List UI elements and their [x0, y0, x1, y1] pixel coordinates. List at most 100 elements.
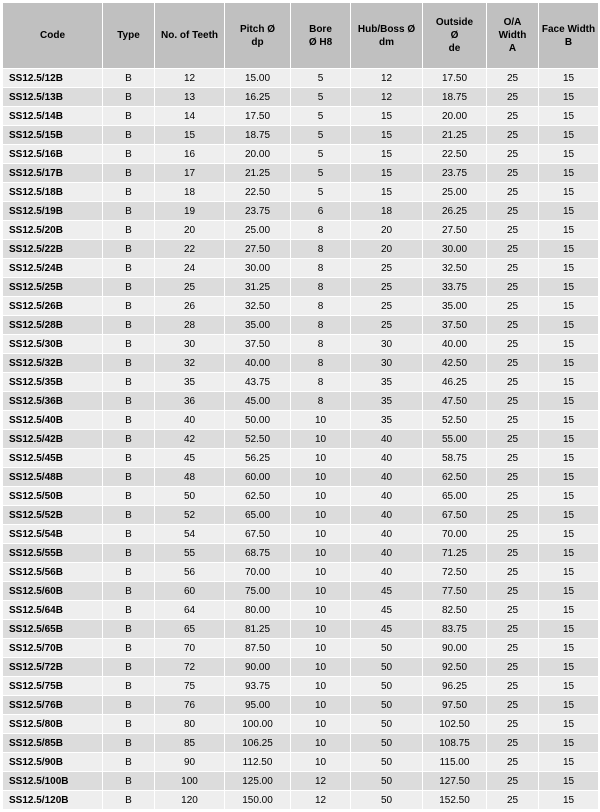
- cell: 17.50: [423, 69, 487, 88]
- cell: 25.00: [423, 183, 487, 202]
- cell: 8: [291, 240, 351, 259]
- cell: 18.75: [225, 126, 291, 145]
- cell: 15: [539, 259, 599, 278]
- cell: 60.00: [225, 468, 291, 487]
- cell: 15: [539, 354, 599, 373]
- cell: 25: [351, 316, 423, 335]
- cell: 90: [155, 753, 225, 772]
- cell: 15: [539, 373, 599, 392]
- cell: 13: [155, 88, 225, 107]
- cell: 25: [487, 639, 539, 658]
- cell: B: [103, 753, 155, 772]
- cell: 93.75: [225, 677, 291, 696]
- table-row: SS12.5/12BB1215.0051217.502515: [3, 69, 599, 88]
- cell: 10: [291, 506, 351, 525]
- cell: 8: [291, 278, 351, 297]
- table-row: SS12.5/120BB120150.001250152.502515: [3, 791, 599, 810]
- cell: 10: [291, 658, 351, 677]
- cell: 30.00: [423, 240, 487, 259]
- table-row: SS12.5/26BB2632.5082535.002515: [3, 297, 599, 316]
- cell: 50: [351, 791, 423, 810]
- cell: B: [103, 164, 155, 183]
- cell: SS12.5/65B: [3, 620, 103, 639]
- cell: 15.00: [225, 69, 291, 88]
- cell: 15: [539, 639, 599, 658]
- cell: 19: [155, 202, 225, 221]
- cell: 25: [487, 107, 539, 126]
- cell: 37.50: [225, 335, 291, 354]
- cell: 80.00: [225, 601, 291, 620]
- cell: 25: [487, 772, 539, 791]
- table-body: SS12.5/12BB1215.0051217.502515SS12.5/13B…: [3, 69, 599, 810]
- cell: 60: [155, 582, 225, 601]
- table-row: SS12.5/48BB4860.00104062.502515: [3, 468, 599, 487]
- cell: 90.00: [423, 639, 487, 658]
- cell: 27.50: [423, 221, 487, 240]
- cell: 25: [487, 582, 539, 601]
- cell: 15: [539, 88, 599, 107]
- cell: 15: [539, 734, 599, 753]
- cell: SS12.5/50B: [3, 487, 103, 506]
- cell: 25: [487, 221, 539, 240]
- table-row: SS12.5/55BB5568.75104071.252515: [3, 544, 599, 563]
- cell: 15: [539, 601, 599, 620]
- cell: 25: [351, 278, 423, 297]
- cell: 100: [155, 772, 225, 791]
- cell: 25: [487, 658, 539, 677]
- cell: 82.50: [423, 601, 487, 620]
- cell: B: [103, 468, 155, 487]
- table-row: SS12.5/80BB80100.001050102.502515: [3, 715, 599, 734]
- col-outside: OutsideØde: [423, 3, 487, 69]
- cell: 5: [291, 183, 351, 202]
- cell: 25: [487, 506, 539, 525]
- cell: 65.00: [423, 487, 487, 506]
- cell: SS12.5/64B: [3, 601, 103, 620]
- table-row: SS12.5/65BB6581.25104583.752515: [3, 620, 599, 639]
- cell: 15: [539, 696, 599, 715]
- table-row: SS12.5/56BB5670.00104072.502515: [3, 563, 599, 582]
- cell: 35: [155, 373, 225, 392]
- cell: B: [103, 449, 155, 468]
- cell: 25: [487, 316, 539, 335]
- cell: 70.00: [423, 525, 487, 544]
- cell: 25: [487, 715, 539, 734]
- cell: 21.25: [423, 126, 487, 145]
- table-row: SS12.5/40BB4050.00103552.502515: [3, 411, 599, 430]
- cell: 46.25: [423, 373, 487, 392]
- table-row: SS12.5/28BB2835.0082537.502515: [3, 316, 599, 335]
- col-oaw: O/AWidthA: [487, 3, 539, 69]
- cell: 26: [155, 297, 225, 316]
- cell: 8: [291, 297, 351, 316]
- table-row: SS12.5/52BB5265.00104067.502515: [3, 506, 599, 525]
- cell: 52: [155, 506, 225, 525]
- cell: B: [103, 601, 155, 620]
- cell: SS12.5/55B: [3, 544, 103, 563]
- cell: 35.00: [423, 297, 487, 316]
- cell: SS12.5/60B: [3, 582, 103, 601]
- cell: 18: [351, 202, 423, 221]
- cell: 10: [291, 563, 351, 582]
- cell: B: [103, 373, 155, 392]
- cell: 18: [155, 183, 225, 202]
- cell: 45: [351, 620, 423, 639]
- cell: SS12.5/120B: [3, 791, 103, 810]
- cell: B: [103, 259, 155, 278]
- cell: 76: [155, 696, 225, 715]
- cell: 15: [539, 791, 599, 810]
- cell: 8: [291, 259, 351, 278]
- cell: 48: [155, 468, 225, 487]
- cell: SS12.5/80B: [3, 715, 103, 734]
- cell: 15: [351, 164, 423, 183]
- cell: 45: [155, 449, 225, 468]
- cell: 55: [155, 544, 225, 563]
- cell: 54: [155, 525, 225, 544]
- cell: B: [103, 487, 155, 506]
- cell: 32.50: [423, 259, 487, 278]
- cell: 10: [291, 677, 351, 696]
- cell: B: [103, 107, 155, 126]
- table-row: SS12.5/72BB7290.00105092.502515: [3, 658, 599, 677]
- cell: 40.00: [225, 354, 291, 373]
- cell: 152.50: [423, 791, 487, 810]
- cell: 16: [155, 145, 225, 164]
- cell: SS12.5/72B: [3, 658, 103, 677]
